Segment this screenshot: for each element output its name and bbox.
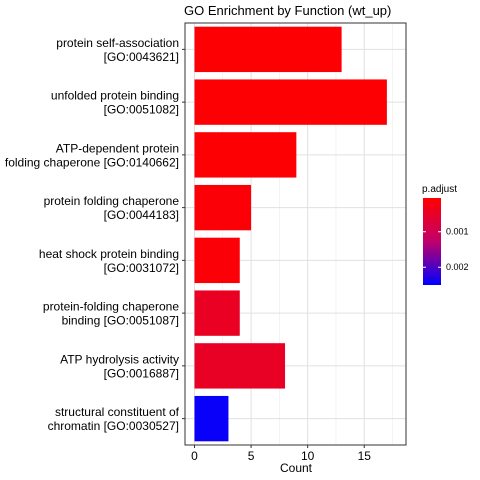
x-tick-label: 15 [358,449,372,463]
y-tick-label: ATP-dependent protein folding chaperone [… [5,141,179,169]
bar [194,290,240,336]
bar [194,184,252,231]
legend: p.adjust 0.001 0.002 [422,184,469,285]
y-tick-label: unfolded protein binding [GO:0051082] [51,89,179,117]
bar [194,79,387,125]
y-tick-label: protein-folding chaperone binding [GO:005… [43,300,179,328]
chart-title: GO Enrichment by Function (wt_up) [184,3,391,18]
y-tick-label: heat shock protein binding [GO:0031072] [39,247,179,275]
legend-ticks: 0.001 0.002 [423,227,469,272]
x-tick-label: 10 [301,449,315,463]
y-tick-label: protein folding chaperone [GO:0044183] [44,194,180,222]
plot-panel-border [184,22,407,446]
plot-panel [184,22,407,446]
y-tick-label: structural constituent of chromatin [GO:0… [48,405,180,433]
x-tick-label: 0 [191,449,198,463]
legend-tick-label: 0.002 [446,262,469,272]
bars [194,26,387,442]
y-axis-labels: protein self-association [GO:0043621] unfo… [5,36,185,433]
bar [194,237,240,284]
legend-colorbar [423,198,441,285]
bar [194,26,342,73]
legend-title: p.adjust [422,184,457,195]
x-axis-title: Count [280,461,313,475]
legend-tick-label: 0.001 [446,227,469,237]
bar [194,132,297,178]
y-tick-label: ATP hydrolysis activity [GO:0016887] [60,352,179,380]
bar [194,343,286,389]
x-tick-label: 5 [248,449,255,463]
x-axis: 0 5 10 15 [191,445,371,463]
bar [194,395,229,442]
y-tick-label: protein self-association [GO:0043621] [56,36,179,64]
